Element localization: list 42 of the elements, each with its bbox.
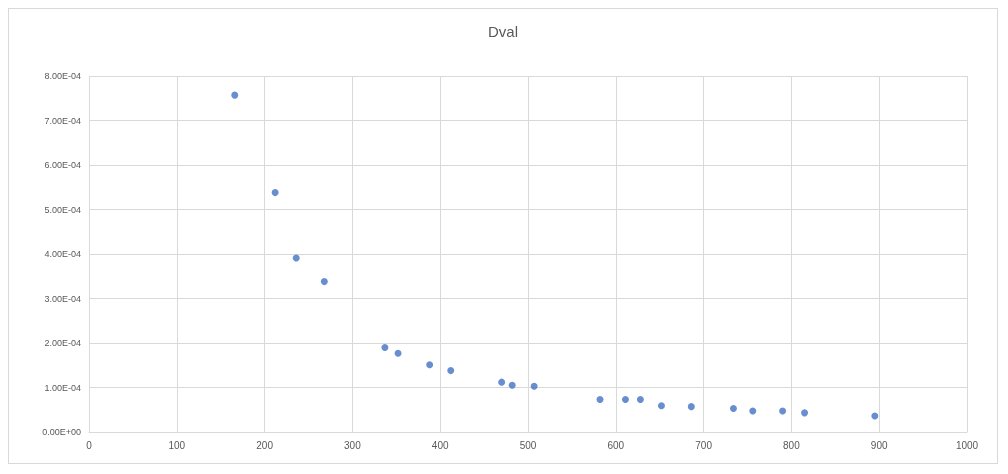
point	[596, 396, 604, 404]
point	[871, 412, 879, 420]
x-tick-label: 500	[519, 439, 537, 451]
y-tick-label: 3.00E-04	[44, 293, 81, 304]
point	[381, 343, 389, 351]
chart-title: Dval	[487, 23, 519, 40]
point	[447, 367, 455, 375]
y-tick-label: 8.00E-04	[44, 71, 81, 81]
x-tick-label: 100	[168, 439, 186, 451]
x-tick-label: 400	[431, 439, 449, 451]
y-tick-label: 5.00E-04	[44, 204, 81, 215]
y-tick-label: 0.00E+00	[42, 427, 81, 437]
x-tick-label: 800	[783, 439, 801, 451]
y-tick-label: 6.00E-04	[44, 160, 81, 170]
x-tick-label: 200	[256, 439, 274, 451]
x-tick-label: 900	[870, 439, 888, 451]
point	[271, 189, 279, 197]
point	[636, 396, 644, 404]
y-tick-label: 7.00E-04	[44, 115, 81, 126]
point	[394, 349, 402, 357]
y-tick-label: 1.00E-04	[44, 382, 81, 393]
point	[530, 382, 538, 390]
point	[749, 407, 757, 415]
point	[621, 396, 629, 404]
y-tick-label: 4.00E-04	[44, 249, 81, 259]
point	[779, 407, 787, 415]
point	[231, 91, 239, 99]
point	[801, 409, 809, 417]
x-tick-label: 600	[607, 439, 625, 451]
point	[687, 403, 695, 411]
point	[657, 402, 665, 410]
point	[498, 378, 506, 386]
point	[320, 278, 328, 286]
x-tick-label: 700	[695, 439, 713, 451]
point	[292, 254, 300, 262]
x-tick-label: 0	[86, 439, 93, 451]
x-tick-label: 1000	[955, 439, 979, 451]
point	[508, 381, 516, 389]
point	[426, 361, 434, 369]
point	[729, 404, 737, 412]
y-tick-label: 2.00E-04	[44, 338, 81, 348]
x-tick-label: 300	[344, 439, 362, 451]
